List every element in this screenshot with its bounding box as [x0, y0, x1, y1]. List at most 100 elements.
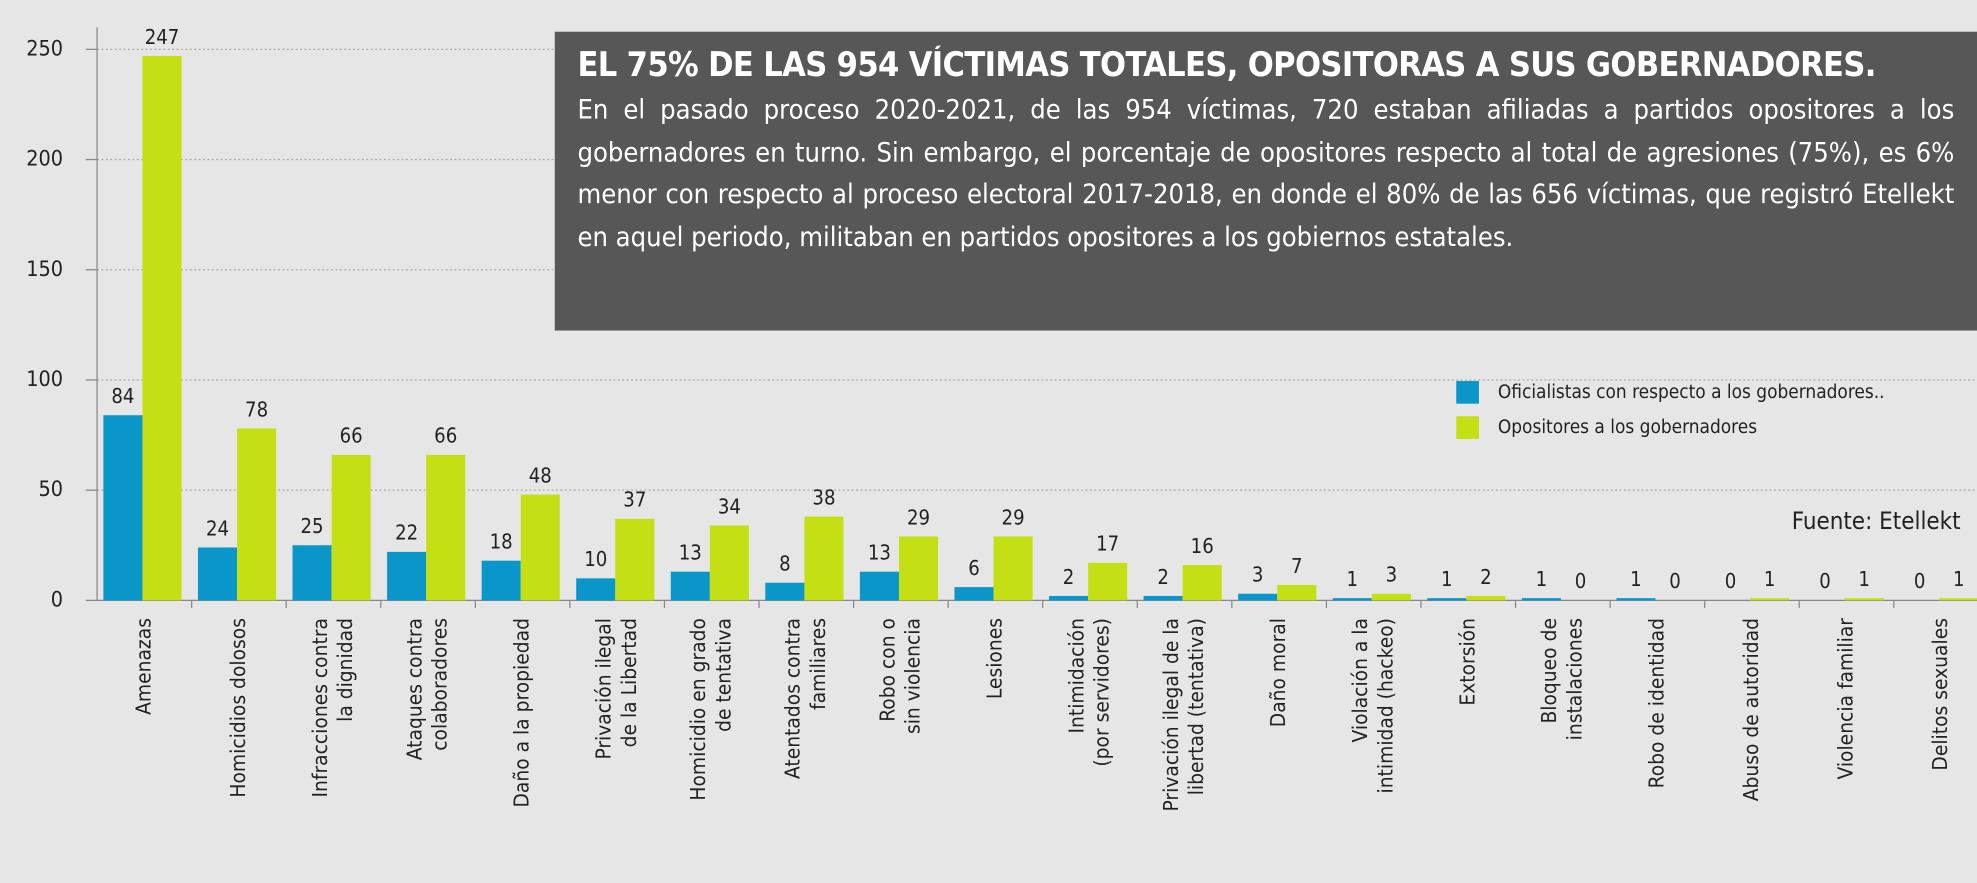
value-label: 22: [395, 521, 418, 545]
bar: [142, 55, 182, 601]
chart-title: EL 75% DE LAS 954 VÍCTIMAS TOTALES, OPOS…: [577, 45, 1876, 85]
value-label: 0: [1725, 569, 1737, 593]
bar: [709, 525, 749, 601]
value-label: 66: [434, 424, 457, 448]
legend-swatch: [1456, 380, 1479, 404]
value-label: 3: [1386, 563, 1398, 587]
x-tick-label: Robo con o: [875, 618, 899, 722]
bar: [1466, 595, 1506, 601]
bar: [576, 578, 616, 601]
x-tick-label: libertad (tentativa): [1184, 618, 1208, 795]
bar: [1277, 584, 1317, 601]
x-tick-label: de la Libertad: [617, 618, 641, 747]
bar: [197, 547, 238, 601]
value-label: 34: [718, 494, 741, 518]
bar: [331, 454, 371, 601]
bar: [1371, 593, 1411, 601]
x-tick-label: Ataques contra: [402, 618, 426, 760]
value-label: 48: [529, 463, 552, 487]
value-label: 3: [1252, 563, 1264, 587]
bar: [481, 560, 521, 601]
x-tick-label: Infracciones contra: [308, 618, 332, 797]
x-tick-label: intimidad (hackeo): [1373, 618, 1397, 793]
x-tick-label: Delitos sexuales: [1928, 618, 1952, 771]
x-tick-label: Lesiones: [982, 618, 1006, 699]
legend-label: Opositores a los gobernadores: [1498, 416, 1757, 438]
value-label: 84: [111, 384, 134, 408]
x-tick-label: Robo de identidad: [1644, 618, 1668, 788]
bar: [615, 518, 655, 601]
bar: [898, 536, 939, 601]
value-label: 18: [490, 530, 513, 554]
legend-swatch: [1456, 416, 1479, 439]
value-label: 1: [1953, 567, 1965, 591]
y-tick-label: 150: [26, 257, 63, 282]
bar: [670, 571, 710, 601]
value-label: 1: [1346, 567, 1358, 591]
value-label: 16: [1191, 534, 1214, 558]
value-label: 0: [1669, 569, 1681, 593]
value-label: 1: [1536, 567, 1548, 591]
x-tick-label: Homicidio en grado: [686, 618, 710, 801]
value-label: 2: [1063, 565, 1075, 589]
y-tick-label: 0: [51, 587, 63, 612]
x-tick-label: Bloqueo de: [1537, 618, 1561, 724]
value-label: 37: [623, 488, 646, 512]
value-label: 7: [1291, 554, 1303, 578]
value-label: 1: [1764, 567, 1776, 591]
bar: [387, 551, 427, 601]
value-label: 10: [584, 547, 607, 571]
x-tick-label: Daño moral: [1266, 618, 1290, 727]
x-tick-label: Atentados contra: [781, 618, 805, 779]
bar: [1844, 598, 1884, 601]
bar: [1088, 562, 1128, 601]
bar: [1616, 598, 1656, 601]
bar: [103, 415, 143, 601]
x-tick-label: (por servidores): [1090, 618, 1114, 767]
annotation-box: [554, 31, 1977, 331]
value-label: 2: [1157, 565, 1169, 589]
x-tick-label: Homicidios dolosos: [226, 618, 250, 798]
value-label: 247: [145, 25, 180, 49]
x-tick-label: la dignidad: [333, 618, 357, 722]
value-label: 13: [868, 541, 891, 565]
bar: [1182, 565, 1222, 601]
chart-subtitle: En el pasado proceso 2020-2021, de las 9…: [577, 94, 1955, 254]
value-label: 29: [1002, 505, 1025, 529]
bar: [1427, 598, 1467, 601]
value-label: 17: [1096, 532, 1119, 556]
bar: [1049, 595, 1089, 601]
x-tick-label: Daño a la propiedad: [510, 618, 534, 808]
value-label: 1: [1441, 567, 1453, 591]
bar: [765, 582, 805, 601]
x-tick-label: Privación ilegal de la: [1159, 618, 1183, 811]
bar: [426, 454, 466, 601]
value-label: 29: [907, 505, 930, 529]
y-tick-label: 200: [26, 147, 63, 172]
x-tick-label: colaboradores: [428, 618, 452, 751]
value-label: 0: [1819, 569, 1831, 593]
value-label: 0: [1575, 569, 1587, 593]
bar: [520, 494, 560, 601]
x-tick-label: de tentativa: [711, 618, 735, 732]
x-tick-label: Abuso de autoridad: [1739, 618, 1763, 801]
bar: [859, 571, 899, 601]
x-tick-label: sin violencia: [900, 618, 924, 734]
bar: [1939, 598, 1977, 601]
value-label: 2: [1480, 565, 1492, 589]
x-tick-label: familiares: [806, 618, 830, 710]
x-tick-label: Privación ilegal: [592, 618, 616, 760]
x-tick-label: Violación a la: [1348, 618, 1372, 742]
y-tick-label: 50: [39, 477, 64, 502]
source: Fuente: Etellekt: [1792, 507, 1961, 535]
bar: [1750, 598, 1790, 601]
bar: [1238, 593, 1278, 601]
bar: [993, 536, 1033, 601]
legend-label: Oficialistas con respecto a los gobernad…: [1498, 381, 1885, 403]
value-label: 24: [206, 516, 229, 540]
x-tick-label: Violencia familiar: [1834, 618, 1858, 780]
bar: [1521, 598, 1561, 601]
x-tick-label: Extorsión: [1455, 618, 1479, 706]
